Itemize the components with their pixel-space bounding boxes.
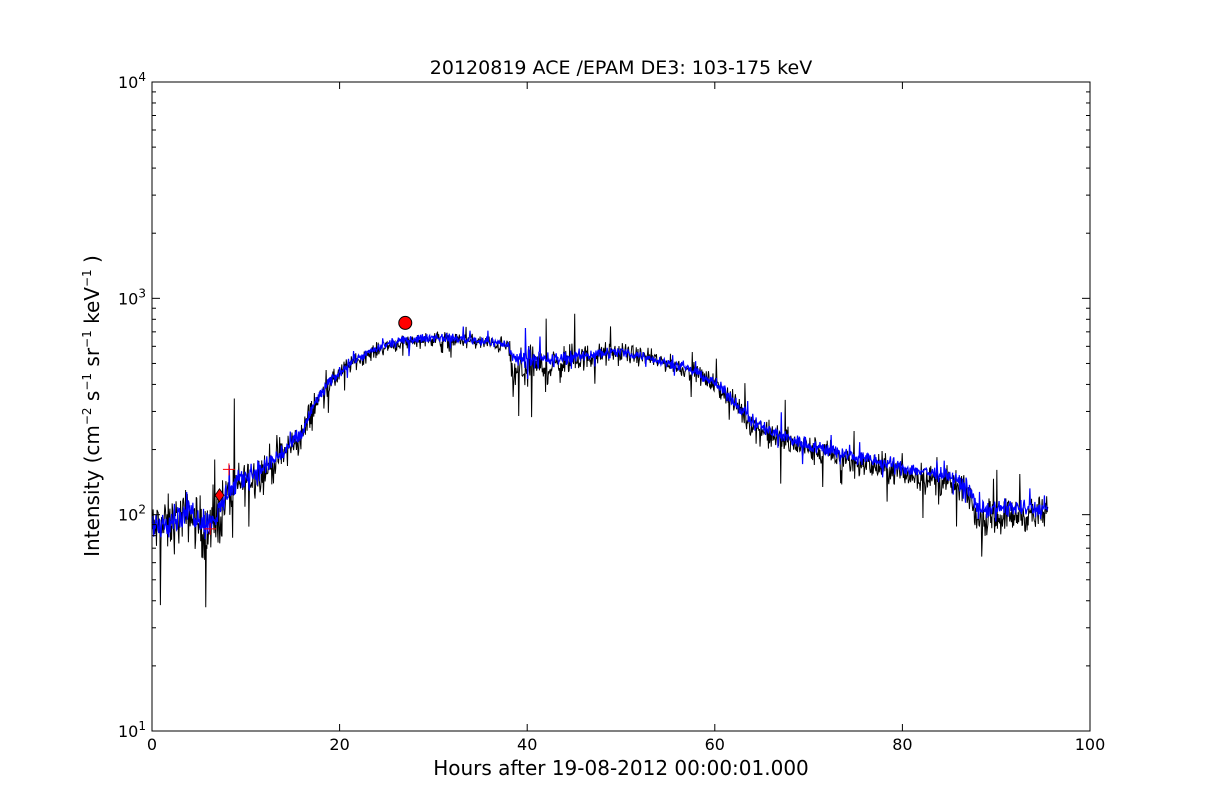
marker-layer	[204, 315, 413, 535]
marker-circle	[398, 315, 413, 330]
series-line-blue	[151, 326, 1049, 540]
y-axis-label: Intensity (cm−2 s−1 sr−1 keV−1 )	[80, 255, 104, 557]
marker-diamond	[214, 488, 225, 503]
plot-frame	[151, 81, 1091, 732]
x-tick-label: 100	[1075, 735, 1106, 754]
x-tick-label: 20	[329, 735, 349, 754]
x-tick-label: 0	[147, 735, 157, 754]
y-tick-label: 104	[118, 70, 146, 92]
marker-plus	[222, 463, 235, 476]
chart-title: 20120819 ACE /EPAM DE3: 103-175 keV	[430, 57, 812, 79]
x-tick-label: 40	[517, 735, 537, 754]
y-tick-label: 101	[118, 719, 146, 741]
x-axis-ticks: 0 20 40 60 80 100	[147, 82, 1105, 754]
x-tick-label: 80	[892, 735, 912, 754]
y-axis-ticks: 101 102 103 104	[118, 70, 1090, 741]
y-tick-label: 103	[118, 286, 146, 308]
series-layer	[151, 313, 1049, 608]
x-tick-label: 60	[705, 735, 725, 754]
marker-plus	[204, 522, 217, 535]
y-tick-label: 102	[118, 503, 146, 525]
x-axis-label: Hours after 19-08-2012 00:00:01.000	[433, 756, 809, 780]
